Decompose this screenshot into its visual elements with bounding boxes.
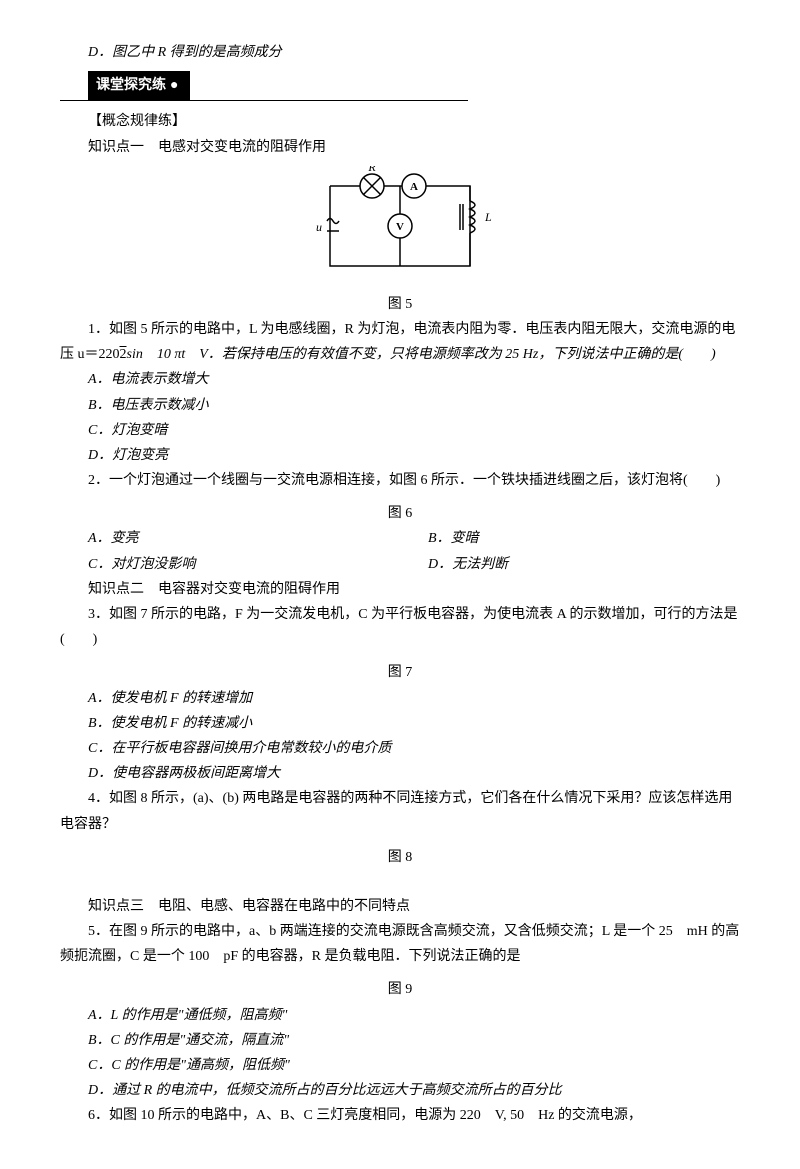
q5-opt-a: A．L 的作用是"通低频，阻高频" [60,1003,740,1028]
q1-stem: 1．如图 5 所示的电路中，L 为电感线圈，R 为灯泡，电流表内阻为零．电压表内… [60,317,740,367]
q2-opt-c: C．对灯泡没影响 [60,552,400,577]
fig5-u-label: u [316,220,322,234]
q1-stem-b: sin 10 πt V．若保持电压的有效值不变，只将电源频率改为 25 Hz，下… [127,347,716,362]
section-banner: 课堂探究练 [88,71,190,100]
fig5-V-label: V [396,221,404,233]
figure-5: R A V L u [60,166,740,286]
figure-6-label: 图 6 [60,501,740,526]
q3-opt-a: A．使发电机 F 的转速增加 [60,686,740,711]
knowledge-point-3: 知识点三 电阻、电感、电容器在电路中的不同特点 [60,894,740,919]
q3-opt-d: D．使电容器两极板间距离增大 [60,761,740,786]
q1-opt-c: C．灯泡变暗 [60,418,740,443]
figure-5-label: 图 5 [60,292,740,317]
q2-opts-row1: A．变亮 B．变暗 [60,526,740,551]
q6-stem: 6．如图 10 所示的电路中，A、B、C 三灯亮度相同，电源为 220 V, 5… [60,1103,740,1128]
fig5-L-label: L [484,210,492,224]
q3-stem: 3．如图 7 所示的电路，F 为一交流发电机，C 为平行板电容器，为使电流表 A… [60,602,740,652]
q5-opt-c: C．C 的作用是"通高频，阻低频" [60,1053,740,1078]
figure-9-label: 图 9 [60,977,740,1002]
q2-opt-d: D．无法判断 [400,552,740,577]
q1-sqrt: 2 [120,347,127,362]
q5-opt-b: B．C 的作用是"通交流，隔直流" [60,1028,740,1053]
q3-opt-c: C．在平行板电容器间换用介电常数较小的电介质 [60,736,740,761]
q4-stem: 4．如图 8 所示，(a)、(b) 两电路是电容器的两种不同连接方式，它们各在什… [60,786,740,836]
fig5-R-label: R [367,166,376,174]
fig5-A-label: A [410,181,418,193]
knowledge-point-2: 知识点二 电容器对交变电流的阻碍作用 [60,577,740,602]
q5-opt-d: D．通过 R 的电流中，低频交流所占的百分比远远大于高频交流所占的百分比 [60,1078,740,1103]
q1-opt-a: A．电流表示数增大 [60,367,740,392]
knowledge-point-1: 知识点一 电感对交变电流的阻碍作用 [60,135,740,160]
figure-8-label: 图 8 [60,845,740,870]
q1-opt-b: B．电压表示数减小 [60,393,740,418]
option-d-top: D．图乙中 R 得到的是高频成分 [60,40,740,65]
q3-opt-b: B．使发电机 F 的转速减小 [60,711,740,736]
q1-opt-d: D．灯泡变亮 [60,443,740,468]
q2-stem: 2．一个灯泡通过一个线圈与一交流电源相连接，如图 6 所示．一个铁块插进线圈之后… [60,468,740,493]
q2-opt-b: B．变暗 [400,526,740,551]
q2-opts-row2: C．对灯泡没影响 D．无法判断 [60,552,740,577]
banner-row: 课堂探究练 [60,71,468,101]
q2-opt-a: A．变亮 [60,526,400,551]
q5-stem: 5．在图 9 所示的电路中，a、b 两端连接的交流电源既含高频交流，又含低频交流… [60,919,740,969]
figure-7-label: 图 7 [60,660,740,685]
section-label: 【概念规律练】 [60,109,740,134]
